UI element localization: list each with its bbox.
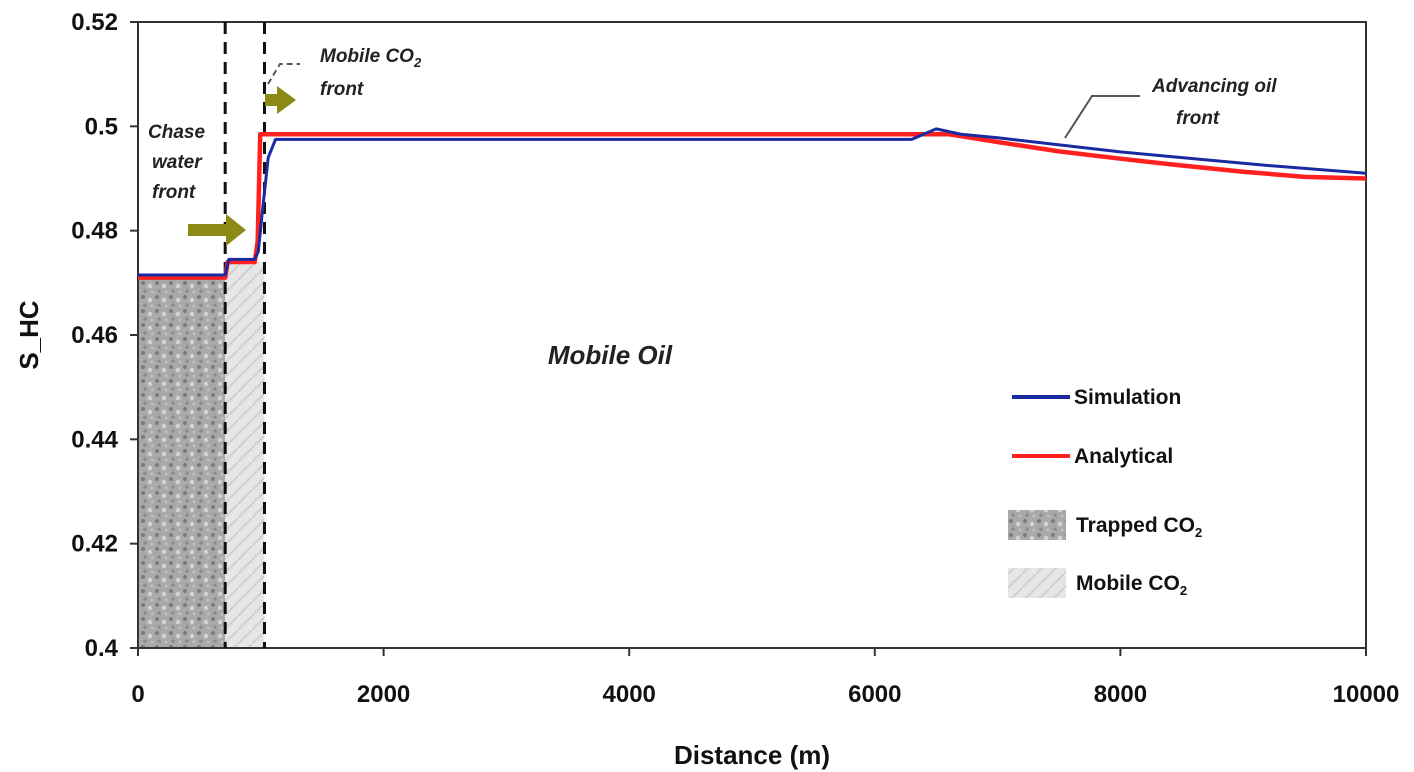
y-tick-label: 0.48 — [71, 218, 118, 245]
chase-water-arrow-icon — [188, 214, 246, 246]
x-tick-label: 8000 — [1094, 681, 1147, 708]
legend-analytical-label: Analytical — [1074, 445, 1173, 468]
y-tick-label: 0.4 — [85, 635, 119, 662]
mobile-co2-arrow-icon — [265, 86, 296, 114]
advancing-oil-front-label-2: front — [1176, 108, 1220, 129]
trapped-co2-region — [138, 277, 226, 648]
mobile-oil-label: Mobile Oil — [548, 340, 673, 370]
mobile-co2-leader-line — [267, 63, 300, 85]
x-axis-ticks: 0 2000 4000 6000 8000 10000 — [131, 648, 1399, 708]
y-tick-label: 0.46 — [71, 322, 118, 349]
legend-mobile-swatch — [1008, 568, 1066, 598]
analytical-series-line — [138, 131, 1367, 280]
chase-water-front-label-1: Chase — [148, 122, 205, 143]
chase-water-front-label-3: front — [152, 182, 196, 203]
x-tick-label: 4000 — [603, 681, 656, 708]
x-tick-label: 2000 — [357, 681, 410, 708]
advancing-oil-front-label-1: Advancing oil — [1151, 76, 1277, 97]
mobile-co2-front-label-1: Mobile CO2 — [320, 46, 422, 70]
mobile-co2-region — [225, 261, 265, 648]
x-tick-label: 0 — [131, 681, 144, 708]
x-tick-label: 10000 — [1333, 681, 1400, 708]
mobile-co2-front-label-2: front — [320, 79, 364, 100]
chase-water-front-label-2: water — [152, 152, 203, 173]
y-axis-title: S_HC — [14, 300, 44, 370]
y-tick-label: 0.42 — [71, 531, 118, 558]
y-tick-label: 0.5 — [85, 113, 118, 140]
legend: Simulation Analytical Trapped CO2 Mobile… — [1008, 386, 1202, 598]
legend-mobile-label: Mobile CO2 — [1076, 572, 1187, 598]
advancing-oil-leader-line — [1064, 95, 1140, 139]
legend-simulation-label: Simulation — [1074, 386, 1181, 409]
legend-trapped-label: Trapped CO2 — [1076, 514, 1202, 540]
x-tick-label: 6000 — [848, 681, 901, 708]
x-axis-title: Distance (m) — [674, 740, 830, 770]
y-tick-label: 0.52 — [71, 9, 118, 36]
y-tick-label: 0.44 — [71, 426, 118, 453]
legend-trapped-swatch — [1008, 510, 1066, 540]
y-axis-ticks: 0.4 0.42 0.44 0.46 0.48 0.5 0.52 — [71, 9, 138, 662]
simulation-series-line — [138, 127, 1367, 277]
